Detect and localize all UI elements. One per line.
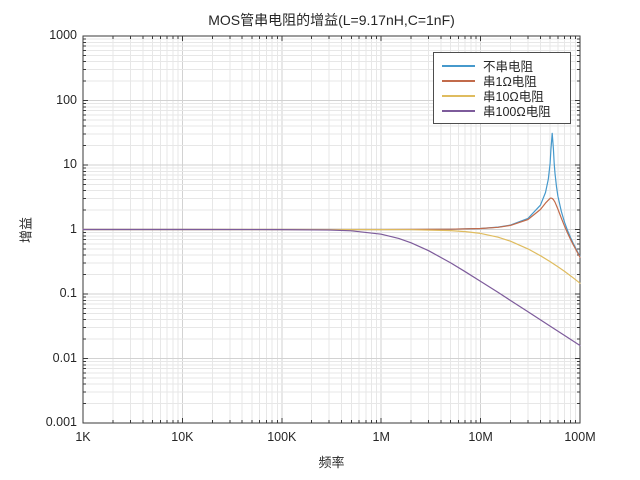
x-tick-label: 100K (267, 430, 297, 444)
legend-line-swatch (442, 109, 475, 112)
x-tick-label: 100M (564, 430, 596, 444)
legend-item-label: 串100Ω电阻 (483, 105, 551, 119)
legend-item: 串100Ω电阻 (442, 103, 566, 119)
y-tick-label: 0.001 (45, 415, 77, 429)
y-tick-label: 1 (70, 221, 77, 236)
y-tick-label: 0.1 (59, 286, 77, 300)
y-tick-label: 0.01 (52, 350, 77, 365)
curve-串10Ω电阻 (82, 228, 581, 284)
chart-title: MOS管串电阻的增益(L=9.17nH,C=1nF) (208, 12, 455, 28)
legend-item-label: 不串电阻 (483, 60, 534, 74)
y-tick-label: 1000 (49, 28, 77, 42)
legend-line-swatch (442, 79, 475, 82)
legend-line-swatch (442, 64, 475, 67)
legend-item: 串10Ω电阻 (442, 88, 566, 104)
x-tick-label: 1M (372, 430, 390, 444)
curve-串100Ω电阻 (82, 228, 581, 347)
x-axis-label: 频率 (318, 455, 345, 470)
legend-line-swatch (442, 94, 475, 97)
legend-item: 串1Ω电阻 (442, 73, 566, 89)
x-tick-label: 10K (171, 430, 194, 444)
legend-item: 不串电阻 (442, 58, 566, 74)
y-tick-label: 100 (56, 92, 77, 107)
x-tick-label: 10M (468, 430, 493, 444)
curve-串1Ω电阻 (82, 197, 581, 258)
curve-不串电阻 (82, 132, 581, 258)
x-tick-label: 1K (75, 430, 91, 444)
y-tick-label: 10 (63, 157, 77, 171)
legend-item-label: 串10Ω电阻 (483, 90, 544, 104)
legend-item-label: 串1Ω电阻 (483, 75, 537, 89)
legend: 不串电阻 串1Ω电阻 串10Ω电阻 串100Ω电阻 (433, 52, 571, 124)
